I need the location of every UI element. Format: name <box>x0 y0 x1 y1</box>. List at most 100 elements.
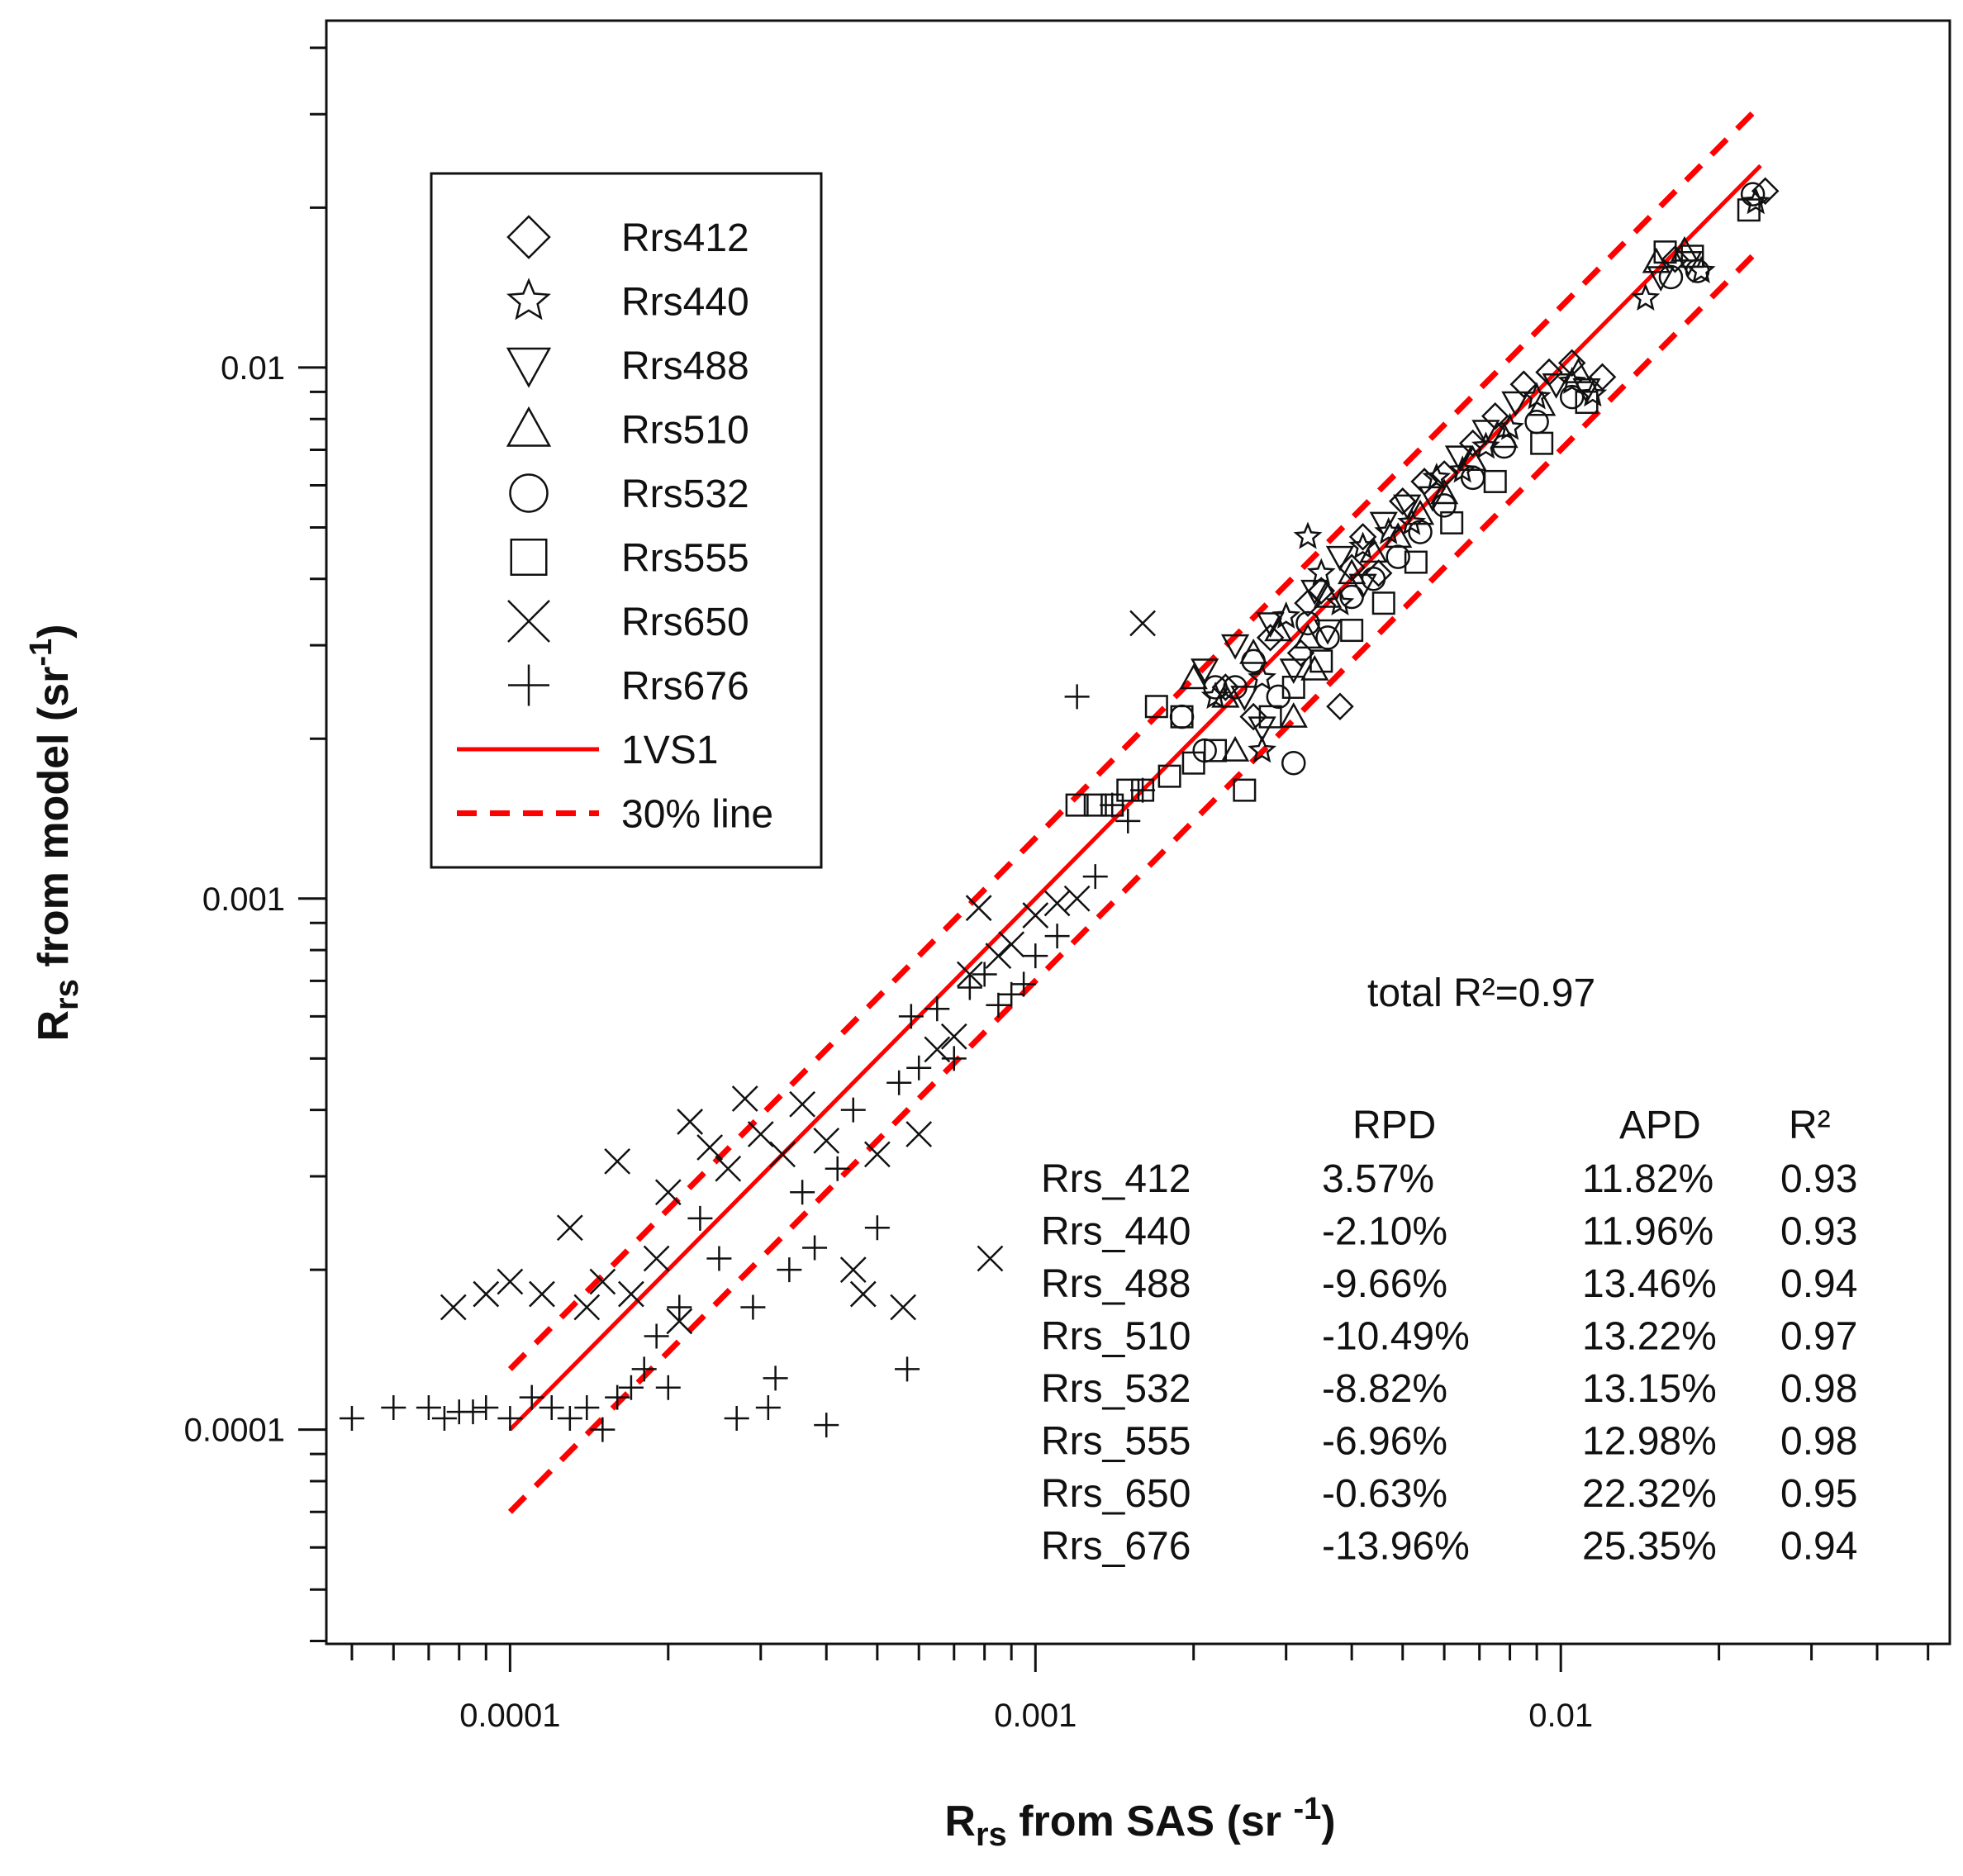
stats-cell: Rrs_532 <box>1041 1367 1191 1411</box>
data-point-rrs676 <box>1044 924 1070 949</box>
data-point-rrs488 <box>1444 445 1474 472</box>
y-axis-title: Rrs from model (sr-1) <box>24 625 85 1042</box>
data-point-rrs676 <box>941 1046 967 1071</box>
data-point-rrs440 <box>1741 187 1771 215</box>
data-point-rrs532 <box>1169 704 1195 729</box>
data-point-rrs650 <box>1129 610 1156 637</box>
data-point-rrs510 <box>1359 537 1388 563</box>
stats-cell: 13.15% <box>1582 1367 1717 1411</box>
data-point-rrs532 <box>1740 182 1766 207</box>
data-point-rrs676 <box>972 962 997 987</box>
stats-cell: 13.22% <box>1582 1315 1717 1359</box>
data-point-rrs555 <box>1653 240 1677 264</box>
data-point-rrs488 <box>1279 658 1308 685</box>
data-point-rrs412 <box>1286 639 1315 667</box>
data-point-rrs532 <box>1432 493 1457 518</box>
data-point-rrs412 <box>1364 559 1393 587</box>
legend-label: Rrs555 <box>621 537 749 581</box>
data-point-rrs676 <box>1011 971 1037 997</box>
stats-cell: 25.35% <box>1582 1525 1717 1569</box>
data-point-rrs510 <box>1179 663 1208 690</box>
data-point-rrs555 <box>1440 511 1464 534</box>
data-point-rrs510 <box>1564 357 1593 383</box>
data-point-rrs650 <box>731 1085 758 1112</box>
data-point-rrs676 <box>644 1323 669 1349</box>
data-point-rrs488 <box>1220 634 1250 660</box>
data-point-rrs555 <box>1680 245 1704 268</box>
data-point-rrs650 <box>618 1280 644 1308</box>
data-point-rrs532 <box>1491 434 1517 459</box>
data-point-rrs676 <box>1082 864 1108 890</box>
y-tick-label: 0.001 <box>202 881 285 918</box>
data-point-rrs676 <box>864 1215 890 1241</box>
y-tick-label: 0.01 <box>221 350 285 387</box>
legend-star-icon <box>506 278 551 321</box>
data-point-rrs676 <box>416 1395 441 1421</box>
y-tick-label: 0.0001 <box>184 1413 285 1449</box>
data-point-rrs510 <box>1264 615 1293 642</box>
data-point-rrs532 <box>1223 675 1248 700</box>
data-point-rrs676 <box>825 1156 850 1181</box>
data-point-rrs412 <box>1588 363 1617 392</box>
legend-label: 1VS1 <box>621 729 718 772</box>
data-point-rrs412 <box>1239 702 1267 731</box>
data-point-rrs412 <box>1751 177 1780 205</box>
data-point-rrs532 <box>1315 625 1340 650</box>
data-point-rrs555 <box>1258 705 1282 729</box>
data-point-rrs532 <box>1281 750 1306 776</box>
data-point-rrs510 <box>1211 682 1240 708</box>
data-point-rrs676 <box>519 1384 544 1410</box>
data-point-rrs676 <box>557 1406 582 1432</box>
data-point-rrs488 <box>1369 511 1398 538</box>
data-point-rrs532 <box>1386 544 1410 569</box>
data-point-rrs650 <box>940 1023 967 1050</box>
stats-cell: Rrs_676 <box>1041 1525 1191 1569</box>
data-point-rrs412 <box>1256 624 1285 652</box>
legend-label: Rrs650 <box>621 601 749 644</box>
data-point-rrs412 <box>1388 487 1417 515</box>
stats-cell: Rrs_555 <box>1041 1420 1191 1464</box>
data-point-rrs650 <box>573 1294 601 1321</box>
legend-circle-icon <box>509 473 549 513</box>
data-point-rrs510 <box>1405 499 1435 525</box>
data-point-rrs510 <box>1313 582 1343 608</box>
data-point-rrs555 <box>1144 695 1168 719</box>
data-point-rrs650 <box>696 1134 724 1161</box>
data-point-rrs676 <box>1115 808 1141 834</box>
data-point-rrs555 <box>1575 391 1599 415</box>
data-point-rrs650 <box>998 931 1025 958</box>
data-point-rrs650 <box>473 1280 500 1308</box>
data-point-rrs650 <box>715 1155 742 1182</box>
data-point-rrs488 <box>1313 619 1343 645</box>
stats-cell: -6.96% <box>1322 1420 1447 1464</box>
data-point-rrs650 <box>965 895 992 922</box>
stats-cell: Rrs_440 <box>1041 1210 1191 1254</box>
data-point-rrs676 <box>1130 777 1156 803</box>
stats-cell: 22.32% <box>1582 1472 1717 1516</box>
data-point-rrs676 <box>814 1413 839 1438</box>
data-point-rrs555 <box>1233 778 1257 802</box>
data-point-rrs676 <box>706 1246 732 1271</box>
data-point-rrs488 <box>1418 486 1447 512</box>
legend-label: Rrs412 <box>621 216 749 260</box>
data-point-rrs488 <box>1325 545 1355 572</box>
data-point-rrs676 <box>497 1406 523 1432</box>
data-point-rrs510 <box>1293 623 1323 649</box>
data-point-rrs440 <box>1422 463 1452 491</box>
data-point-rrs650 <box>769 1141 796 1168</box>
data-point-rrs532 <box>1203 675 1228 700</box>
data-point-rrs532 <box>1559 384 1585 410</box>
data-point-rrs676 <box>631 1356 657 1382</box>
data-point-rrs532 <box>1361 567 1386 591</box>
legend-label: Rrs676 <box>621 665 749 709</box>
data-point-rrs650 <box>977 1245 1004 1272</box>
data-point-rrs510 <box>1642 247 1671 273</box>
data-point-rrs412 <box>1458 429 1487 458</box>
data-point-rrs676 <box>840 1097 866 1123</box>
legend-label: 30% line <box>621 793 773 837</box>
stats-cell: 0.94 <box>1780 1262 1857 1306</box>
stats-cell: 11.96% <box>1582 1210 1713 1254</box>
data-point-rrs676 <box>381 1395 406 1421</box>
stats-table: RPD APD R² Rrs_412 3.57% 11.82% 0.93 Rrs_440 -2.… <box>1041 1104 1857 1569</box>
